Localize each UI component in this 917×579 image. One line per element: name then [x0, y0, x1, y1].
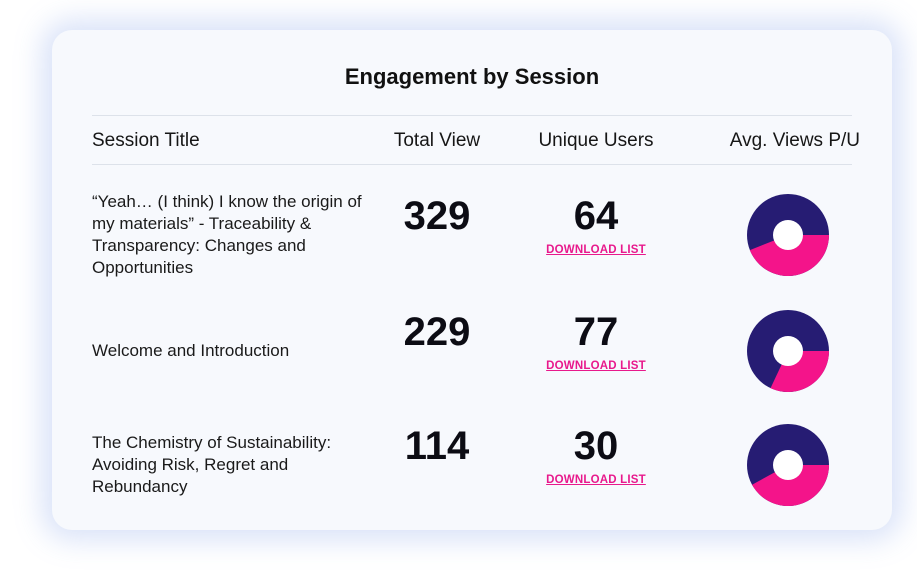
total-views: 229 [403, 310, 471, 354]
unique-users: 77 [573, 310, 619, 354]
download-list-link[interactable]: DOWNLOAD LIST [546, 360, 646, 372]
download-list-link[interactable]: DOWNLOAD LIST [546, 474, 646, 486]
column-header-unique: Unique Users [538, 130, 654, 151]
avg-views-donut [747, 424, 829, 506]
session-title: “Yeah… (I think) I know the origin of my… [92, 192, 362, 277]
card-title: Engagement by Session [344, 64, 600, 89]
total-views: 329 [403, 194, 471, 238]
table-row: Welcome and Introduction 229 77 DOWNLOAD… [52, 296, 892, 406]
unique-users: 30 [573, 424, 619, 468]
column-header-total: Total View [393, 130, 481, 151]
table-row: The Chemistry of Sustainability: Avoidin… [52, 410, 892, 520]
unique-users: 64 [573, 194, 619, 238]
donut-pink-slice [752, 465, 829, 506]
donut-pink-slice [749, 235, 829, 276]
column-header-session: Session Title [92, 130, 200, 151]
header-top-divider [92, 115, 852, 116]
column-header-avg: Avg. Views P/U [729, 130, 860, 151]
header-bottom-divider [92, 164, 852, 165]
avg-views-donut [747, 310, 829, 392]
session-title: The Chemistry of Sustainability: Avoidin… [92, 433, 332, 496]
download-list-link[interactable]: DOWNLOAD LIST [546, 244, 646, 256]
avg-views-donut [747, 194, 829, 276]
table-row: “Yeah… (I think) I know the origin of my… [52, 180, 892, 290]
session-title: Welcome and Introduction [92, 341, 290, 360]
engagement-card: Engagement by Session Session Title Tota… [52, 30, 892, 530]
donut-hole [773, 450, 803, 480]
donut-hole [773, 220, 803, 250]
total-views: 114 [404, 424, 470, 468]
donut-hole [773, 336, 803, 366]
